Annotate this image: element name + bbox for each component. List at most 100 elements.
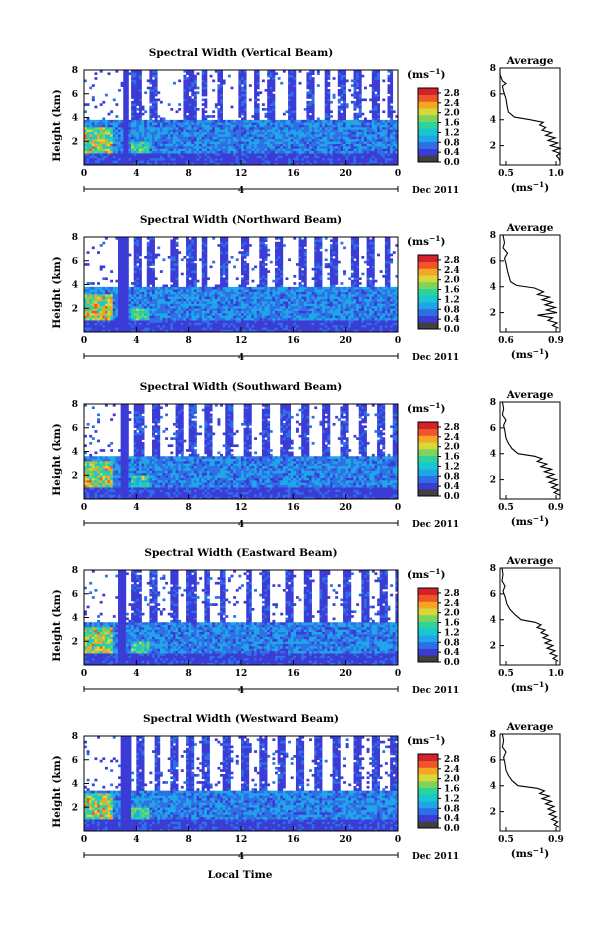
heatmap-cell [264,122,268,125]
heatmap-cell [212,305,216,309]
heatmap-cell [191,110,195,114]
heatmap-cell [110,122,114,125]
heatmap-cell [358,72,362,76]
heatmap-cell [212,286,216,290]
heatmap-cell [222,119,226,123]
heatmap-cell [201,162,205,166]
heatmap-cell [220,239,223,243]
heatmap-cell [170,122,174,125]
heatmap-cell [324,148,328,152]
heatmap-cell [227,136,231,140]
heatmap-cell [306,141,310,144]
heatmap-cell [191,105,195,109]
heatmap-cell [272,77,276,80]
heatmap-cell [196,150,200,154]
heatmap-cell [141,129,145,133]
heatmap-cell [94,131,98,135]
heatmap-cell [86,153,90,156]
heatmap-cell [196,136,200,140]
heatmap-cell [199,153,203,156]
heatmap-cell [238,303,242,307]
heatmap-cell [387,134,391,137]
heatmap-cell [369,98,373,102]
heatmap-cell [183,115,187,118]
heatmap-cell [141,155,145,159]
heatmap-cell [94,136,98,140]
heatmap-cell [217,315,221,319]
heatmap-cell [123,310,127,314]
heatmap-cell [288,70,292,73]
heatmap-cell [84,329,87,333]
heatmap-cell [319,150,323,154]
heatmap-cell [361,143,365,147]
heatmap-cell [102,148,106,152]
heatmap-cell [204,143,208,147]
heatmap-cell [193,251,197,254]
heatmap-cell [225,119,229,123]
heatmap-cell [335,150,339,154]
heatmap-cell [154,108,158,111]
heatmap-cell [154,79,158,83]
heatmap-cell [277,127,281,130]
heatmap-cell [175,270,179,273]
heatmap-cell [248,138,252,142]
heatmap-cell [353,157,357,161]
heatmap-cell [175,148,179,152]
heatmap-cell [327,112,331,116]
heatmap-cell [371,84,375,87]
heatmap-cell [136,93,140,97]
heatmap-cell [120,286,124,290]
heatmap-cell [159,143,163,147]
heatmap-cell [91,162,95,166]
heatmap-cell [390,93,394,97]
heatmap-cell [233,310,237,314]
heatmap-cell [230,322,234,326]
heatmap-cell [110,313,114,316]
heatmap-cell [309,136,312,140]
heatmap-cell [329,119,333,123]
heatmap-cell [104,146,108,149]
heatmap-cell [112,136,116,140]
heatmap-cell [295,134,299,137]
heatmap-cell [264,160,268,163]
heatmap-cell [269,70,273,73]
heatmap-cell [102,294,106,297]
heatmap-cell [225,277,229,281]
heatmap-cell [285,141,289,144]
heatmap-cell [222,272,226,276]
heatmap-cell [285,136,289,140]
heatmap-cell [154,72,158,76]
heatmap-cell [152,129,155,133]
heatmap-cell [199,294,203,297]
heatmap-cell [387,153,391,156]
heatmap-cell [254,122,257,125]
heatmap-cell [125,239,129,243]
heatmap-cell [193,131,197,135]
heatmap-cell [363,134,367,137]
heatmap-cell [267,131,271,135]
heatmap-cell [115,327,119,330]
heatmap-cell [146,296,150,300]
heatmap-cell [102,313,106,316]
heatmap-cell [178,329,182,333]
heatmap-cell [227,150,231,154]
x-tick-label: 20 [339,169,352,179]
heatmap-cell [256,70,260,73]
heatmap-cell [293,143,297,147]
heatmap-cell [358,89,362,92]
heatmap-cell [335,148,339,152]
heatmap-cell [159,313,163,316]
heatmap-cell [138,284,142,288]
heatmap-cell [84,131,87,135]
heatmap-cell [123,89,127,92]
heatmap-cell [233,303,237,307]
heatmap-cell [290,86,294,90]
heatmap-cell [102,296,106,300]
heatmap-cell [133,117,137,121]
heatmap-cell [146,141,150,144]
heatmap-cell [183,112,187,116]
heatmap-cell [377,91,380,95]
heatmap-cell [175,308,179,311]
profile-x-tick-label: 1.0 [548,169,564,179]
heatmap-cell [285,162,289,166]
